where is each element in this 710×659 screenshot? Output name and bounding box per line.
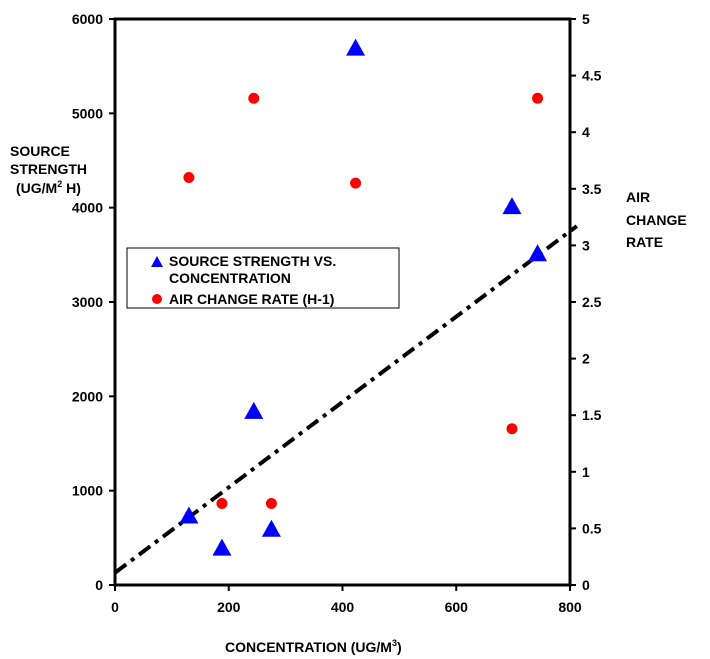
- source-strength-point: [528, 244, 548, 262]
- y-left-tick-label: 4000: [72, 200, 103, 216]
- y-right-label-line2: CHANGE: [626, 212, 687, 228]
- y-right-tick-label: 5: [582, 11, 590, 27]
- legend-series1-line2: CONCENTRATION: [169, 270, 291, 286]
- x-tick-label: 0: [111, 599, 119, 615]
- x-tick-label: 400: [331, 599, 355, 615]
- y-right-label-line1: AIR: [626, 189, 650, 205]
- legend: SOURCE STRENGTH VS. CONCENTRATION AIR CH…: [126, 247, 400, 309]
- source-strength-point: [179, 506, 199, 524]
- tick-layer: 010002000300040005000600000.511.522.533.…: [72, 11, 602, 615]
- air-change-rate-point: [216, 497, 228, 509]
- y-left-label-line2: STRENGTH: [10, 161, 87, 177]
- x-tick-label: 600: [445, 599, 469, 615]
- x-tick-label: 800: [558, 599, 582, 615]
- legend-series1-line1: SOURCE STRENGTH VS.: [169, 253, 336, 269]
- y-right-tick-label: 4: [582, 124, 590, 140]
- legend-box: [126, 247, 400, 309]
- source-strength-point: [212, 538, 232, 556]
- y-right-tick-label: 1: [582, 464, 590, 480]
- source-strength-point: [346, 38, 366, 56]
- air-change-rate-point: [248, 92, 260, 104]
- y-left-tick-label: 1000: [72, 483, 103, 499]
- x-tick-label: 200: [217, 599, 241, 615]
- source-strength-point: [261, 519, 281, 537]
- source-strength-point: [244, 401, 264, 419]
- air-change-rate-point: [183, 171, 195, 183]
- y-left-tick-label: 6000: [72, 11, 103, 27]
- legend-triangle-marker: [151, 256, 163, 267]
- air-change-rate-point: [350, 177, 362, 189]
- x-axis-label: CONCENTRATION (UG/M3): [225, 638, 402, 655]
- y-right-label-line3: RATE: [626, 234, 663, 250]
- y-right-tick-label: 0.5: [582, 520, 602, 536]
- legend-circle-marker: [152, 294, 162, 304]
- y-right-tick-label: 3.5: [582, 181, 602, 197]
- legend-series2-label: AIR CHANGE RATE (H-1): [169, 291, 334, 307]
- y-right-tick-label: 1.5: [582, 407, 602, 423]
- y-left-label-line3: (UG/M2 H): [16, 179, 81, 196]
- y-right-tick-label: 0: [582, 577, 590, 593]
- source-strength-point: [502, 197, 522, 215]
- y-left-tick-label: 3000: [72, 294, 103, 310]
- y-right-tick-label: 2: [582, 351, 590, 367]
- y-right-tick-label: 2.5: [582, 294, 602, 310]
- y-left-label-line1: SOURCE: [10, 143, 70, 159]
- y-right-tick-label: 4.5: [582, 68, 602, 84]
- air-change-rate-point: [532, 92, 544, 104]
- y-left-tick-label: 5000: [72, 105, 103, 121]
- y-left-tick-label: 2000: [72, 388, 103, 404]
- air-change-rate-point: [265, 497, 277, 509]
- air-change-rate-point: [506, 423, 518, 435]
- y-right-tick-label: 3: [582, 237, 590, 253]
- y-left-tick-label: 0: [95, 577, 103, 593]
- points-layer: [179, 38, 548, 556]
